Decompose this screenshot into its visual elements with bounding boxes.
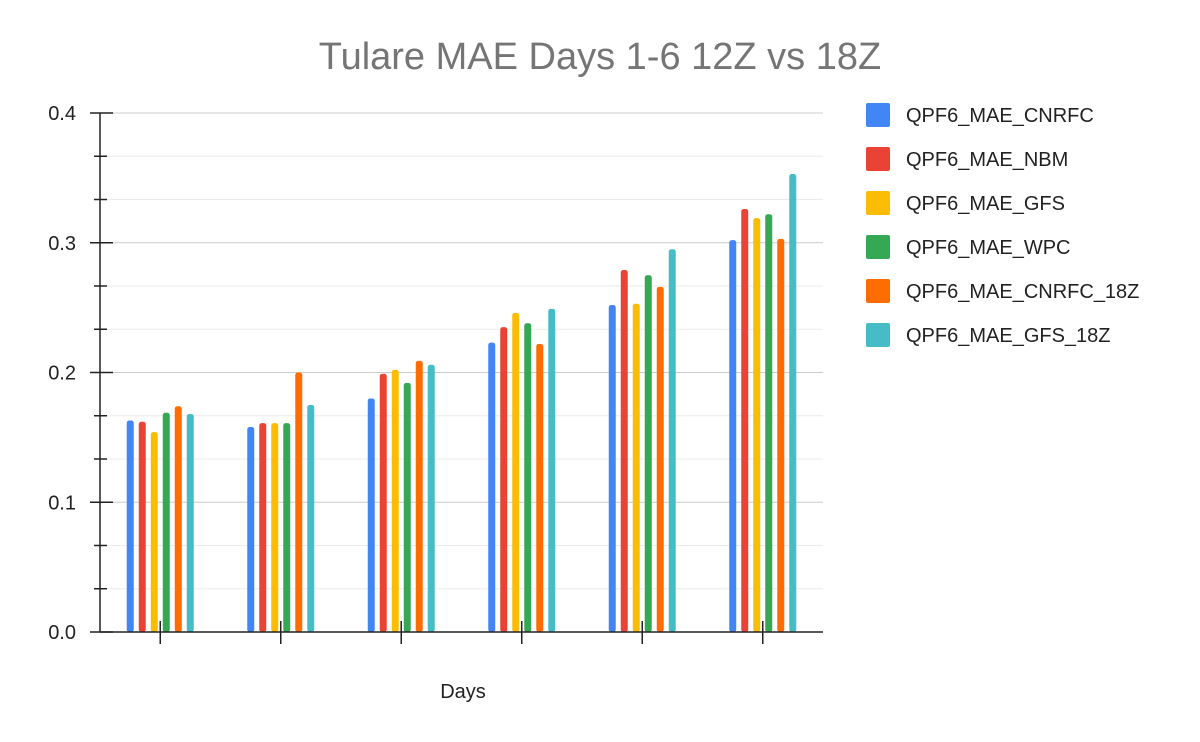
bar-qpf6-mae-gfs-18z-4: [548, 308, 556, 632]
legend: QPF6_MAE_CNRFC QPF6_MAE_NBM QPF6_MAE_GFS QP…: [866, 103, 1139, 347]
legend-item-qpf6-mae-wpc: QPF6_MAE_WPC: [866, 235, 1070, 259]
legend-swatch: [866, 147, 890, 171]
bar-qpf6-mae-gfs-1: [150, 432, 158, 632]
bar-qpf6-mae-nbm-4: [500, 327, 508, 632]
bar-qpf6-mae-cnrfc-3: [367, 398, 375, 632]
bar-qpf6-mae-wpc-2: [283, 423, 291, 632]
legend-item-qpf6-mae-cnrfc-18z: QPF6_MAE_CNRFC_18Z: [866, 279, 1139, 303]
bar-qpf6-mae-gfs-18z-1: [186, 414, 194, 632]
chart-title: Tulare MAE Days 1-6 12Z vs 18Z: [319, 36, 881, 78]
legend-label: QPF6_MAE_GFS: [906, 193, 1065, 215]
bar-qpf6-mae-cnrfc-18z-2: [295, 372, 303, 632]
bar-qpf6-mae-gfs-5: [632, 303, 640, 632]
bar-qpf6-mae-cnrfc-2: [247, 426, 255, 632]
legend-swatch: [866, 323, 890, 347]
legend-item-qpf6-mae-cnrfc: QPF6_MAE_CNRFC: [866, 103, 1094, 127]
legend-swatch: [866, 235, 890, 259]
bar-qpf6-mae-cnrfc-1: [126, 420, 134, 632]
y-tick-label: 0.0: [48, 622, 76, 644]
y-tick-label: 0.3: [48, 233, 76, 255]
bar-qpf6-mae-cnrfc-5: [608, 305, 616, 632]
bar-qpf6-mae-gfs-2: [271, 423, 279, 632]
bar-qpf6-mae-cnrfc-18z-6: [777, 238, 785, 633]
legend-label: QPF6_MAE_CNRFC: [906, 105, 1094, 127]
bar-qpf6-mae-gfs-4: [512, 312, 520, 632]
bar-qpf6-mae-wpc-4: [524, 323, 532, 632]
bars: [126, 173, 797, 633]
bar-qpf6-mae-gfs-18z-6: [789, 173, 797, 633]
bar-qpf6-mae-cnrfc-18z-1: [174, 406, 182, 632]
bar-qpf6-mae-cnrfc-4: [488, 342, 496, 632]
legend-label: QPF6_MAE_GFS_18Z: [906, 325, 1111, 347]
bar-qpf6-mae-cnrfc-18z-3: [415, 360, 423, 632]
bar-qpf6-mae-nbm-1: [138, 421, 146, 632]
y-tick-label: 0.4: [48, 103, 76, 125]
axes: [99, 113, 823, 644]
y-tick-label: 0.1: [48, 492, 76, 514]
y-tick-label: 0.2: [48, 363, 76, 385]
legend-swatch: [866, 279, 890, 303]
bar-qpf6-mae-cnrfc-6: [729, 240, 737, 632]
bar-qpf6-mae-wpc-6: [765, 214, 773, 632]
legend-item-qpf6-mae-gfs-18z: QPF6_MAE_GFS_18Z: [866, 323, 1111, 347]
legend-swatch: [866, 191, 890, 215]
bar-qpf6-mae-wpc-3: [403, 382, 411, 632]
gridlines: [100, 112, 823, 590]
bar-qpf6-mae-gfs-3: [391, 369, 399, 632]
bar-qpf6-mae-nbm-5: [620, 269, 628, 632]
bar-qpf6-mae-gfs-18z-3: [427, 364, 435, 632]
bar-qpf6-mae-nbm-6: [741, 209, 749, 632]
legend-item-qpf6-mae-nbm: QPF6_MAE_NBM: [866, 147, 1068, 171]
legend-label: QPF6_MAE_NBM: [906, 149, 1068, 171]
bar-qpf6-mae-nbm-3: [379, 373, 387, 632]
bar-qpf6-mae-wpc-1: [162, 412, 170, 632]
bar-qpf6-mae-nbm-2: [259, 423, 267, 632]
legend-label: QPF6_MAE_CNRFC_18Z: [906, 281, 1139, 303]
bar-qpf6-mae-cnrfc-18z-4: [536, 343, 544, 632]
bar-qpf6-mae-gfs-6: [753, 218, 761, 632]
legend-label: QPF6_MAE_WPC: [906, 237, 1070, 259]
bar-qpf6-mae-gfs-18z-5: [668, 249, 676, 633]
bar-qpf6-mae-gfs-18z-2: [307, 404, 315, 632]
y-axis-ticks: 0.0 0.1 0.2 0.3 0.4: [48, 103, 113, 644]
legend-item-qpf6-mae-gfs: QPF6_MAE_GFS: [866, 191, 1065, 215]
bar-qpf6-mae-wpc-5: [644, 275, 652, 632]
x-axis-title: Days: [440, 681, 486, 703]
legend-swatch: [866, 103, 890, 127]
bar-qpf6-mae-cnrfc-18z-5: [656, 286, 664, 632]
